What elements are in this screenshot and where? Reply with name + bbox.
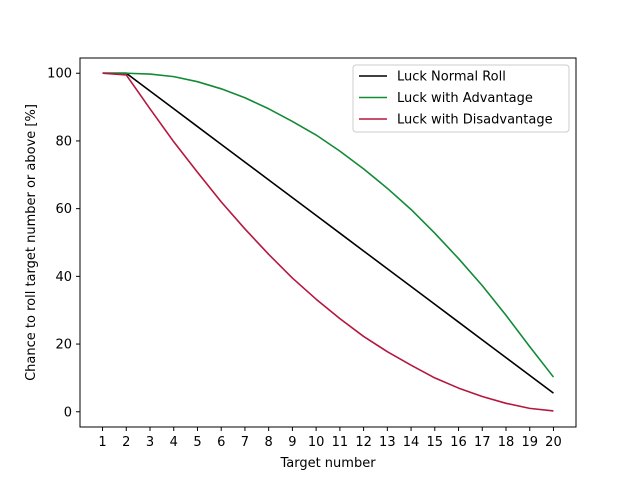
series-line-luck-with-disadvantage [102, 72, 554, 412]
x-tick-label: 15 [427, 435, 444, 450]
x-tick-label: 2 [122, 435, 130, 450]
x-tick-label: 11 [332, 435, 349, 450]
x-tick-label: 17 [474, 435, 491, 450]
x-tick-label: 6 [217, 435, 225, 450]
x-tick-label: 10 [308, 435, 325, 450]
x-tick-label: 13 [379, 435, 396, 450]
x-axis-label: Target number [279, 456, 376, 471]
x-tick-label: 8 [265, 435, 273, 450]
x-tick-label: 16 [450, 435, 467, 450]
legend: Luck Normal Roll Luck with Advantage Luck … [352, 64, 570, 133]
x-tick-label: 4 [170, 435, 178, 450]
y-tick-label: 0 [64, 405, 72, 420]
legend-label-luck-normal-roll: Luck Normal Roll [397, 70, 506, 85]
y-tick-label: 60 [55, 202, 72, 217]
legend-label-luck-with-advantage: Luck with Advantage [397, 91, 533, 106]
x-axis: 1 2 3 4 5 6 7 8 9 10 11 12 13 14 15 16 17 18 19 20 [98, 427, 562, 450]
x-tick-label: 20 [545, 435, 562, 450]
x-tick-label: 1 [98, 435, 106, 450]
x-tick-label: 18 [498, 435, 515, 450]
y-axis: 0 20 40 60 80 100 [47, 67, 80, 420]
legend-box [352, 64, 570, 133]
x-tick-label: 5 [193, 435, 201, 450]
y-tick-label: 100 [47, 67, 72, 82]
y-tick-label: 40 [55, 270, 72, 285]
series-line-luck-normal-roll [102, 72, 554, 394]
x-tick-label: 14 [403, 435, 420, 450]
x-tick-label: 19 [521, 435, 538, 450]
legend-label-luck-with-disadvantage: Luck with Disadvantage [397, 113, 553, 128]
series-line-luck-with-advantage [102, 72, 555, 378]
x-tick-label: 12 [355, 435, 372, 450]
y-tick-label: 20 [55, 338, 72, 353]
x-tick-label: 3 [146, 435, 154, 450]
y-tick-label: 80 [55, 134, 72, 149]
plot-frame [79, 57, 577, 428]
series-layer [102, 72, 555, 412]
y-axis-label: Chance to roll target number or above [%… [24, 104, 39, 381]
x-tick-label: 9 [288, 435, 296, 450]
x-tick-label: 7 [241, 435, 249, 450]
